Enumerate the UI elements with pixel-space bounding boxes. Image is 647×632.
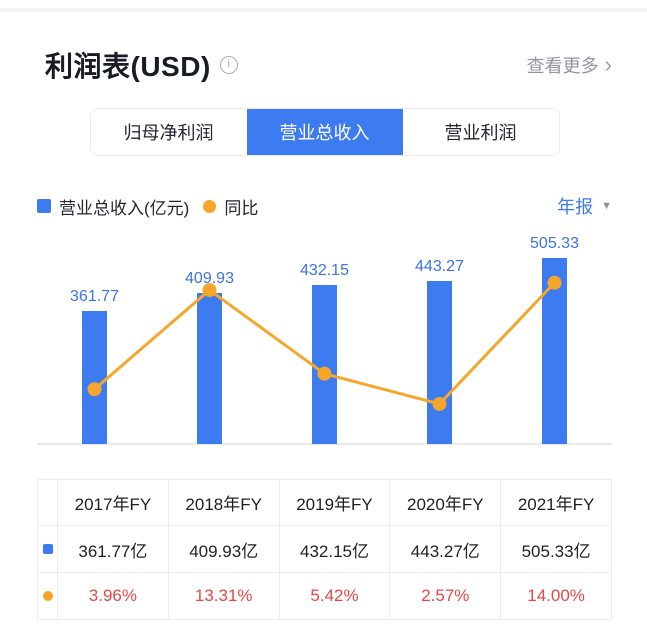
view-more-label: 查看更多 — [526, 56, 599, 76]
table-year-header: 2020年FY — [389, 479, 502, 526]
info-icon[interactable]: i — [219, 56, 238, 74]
chevron-right-icon: › — [604, 52, 612, 77]
yoy-data-point — [87, 382, 102, 397]
table-year-header: 2018年FY — [167, 479, 280, 526]
table-corner-cell — [37, 479, 58, 526]
yoy-data-point — [547, 275, 562, 290]
line-legend-label: 同比 — [224, 198, 259, 218]
line-series-marker — [37, 572, 58, 620]
yoy-cell: 5.42% — [278, 572, 391, 620]
financial-data-table: 2017年FY 2018年FY 2019年FY 2020年FY 2021年FY 361.… — [37, 479, 612, 620]
period-label: 年报 — [557, 197, 594, 217]
revenue-cell: 361.77亿 — [57, 525, 169, 573]
yoy-cell: 13.31% — [167, 572, 280, 620]
revenue-cell: 505.33亿 — [500, 525, 612, 573]
revenue-cell: 432.15亿 — [278, 525, 391, 573]
yoy-cell: 3.96% — [57, 572, 169, 620]
bar-value-label: 361.77 — [70, 287, 119, 305]
bar-value-label: 409.93 — [185, 270, 234, 288]
page-title: 利润表(USD) — [45, 51, 211, 82]
yoy-data-point — [432, 396, 447, 411]
bar-value-label: 432.15 — [300, 262, 349, 280]
yoy-data-point — [202, 283, 217, 298]
table-year-header: 2019年FY — [278, 479, 391, 526]
table-header-row: 2017年FY 2018年FY 2019年FY 2020年FY 2021年FY — [37, 479, 612, 526]
line-legend-swatch — [203, 199, 217, 213]
period-dropdown[interactable]: 年报 ▼ — [557, 193, 612, 219]
revenue-bar — [427, 281, 452, 444]
bar-legend-swatch — [37, 199, 51, 213]
table-row: 361.77亿 409.93亿 432.15亿 443.27亿 505.33亿 — [37, 525, 612, 573]
caret-down-icon: ▼ — [601, 200, 612, 212]
metric-tabs: 归母净利润 营业总收入 营业利润 — [89, 108, 560, 156]
bar-series-marker — [37, 525, 58, 573]
table-year-header: 2021年FY — [500, 479, 612, 526]
bar-legend-label: 营业总收入(亿元) — [59, 198, 190, 218]
metric-tab[interactable]: 营业总收入 — [246, 109, 403, 155]
metric-tab[interactable]: 营业利润 — [402, 109, 559, 155]
metric-tab[interactable]: 归母净利润 — [90, 109, 247, 155]
revenue-bar — [197, 293, 222, 444]
view-more-link[interactable]: 查看更多 › — [527, 52, 612, 78]
revenue-cell: 443.27亿 — [389, 525, 502, 573]
table-row: 3.96% 13.31% 5.42% 2.57% 14.00% — [37, 572, 612, 620]
bar-value-label: 505.33 — [530, 235, 579, 253]
yoy-cell: 14.00% — [500, 572, 612, 620]
legend-row: 营业总收入(亿元) 同比 年报 ▼ — [37, 193, 612, 219]
revenue-yoy-chart: 361.77 409.93 432.15 443.27 505.33 — [37, 217, 612, 445]
chart-baseline — [37, 443, 612, 445]
bar-value-label: 443.27 — [415, 258, 464, 275]
yoy-data-point — [317, 366, 332, 381]
table-year-header: 2017年FY — [57, 479, 169, 526]
top-divider — [0, 8, 647, 12]
yoy-line-overlay — [87, 275, 562, 411]
revenue-bar — [312, 285, 337, 444]
revenue-bar — [82, 310, 107, 444]
yoy-cell: 2.57% — [389, 572, 502, 620]
panel-header: 利润表(USD) i 查看更多 › — [37, 45, 612, 85]
revenue-cell: 409.93亿 — [167, 525, 280, 573]
